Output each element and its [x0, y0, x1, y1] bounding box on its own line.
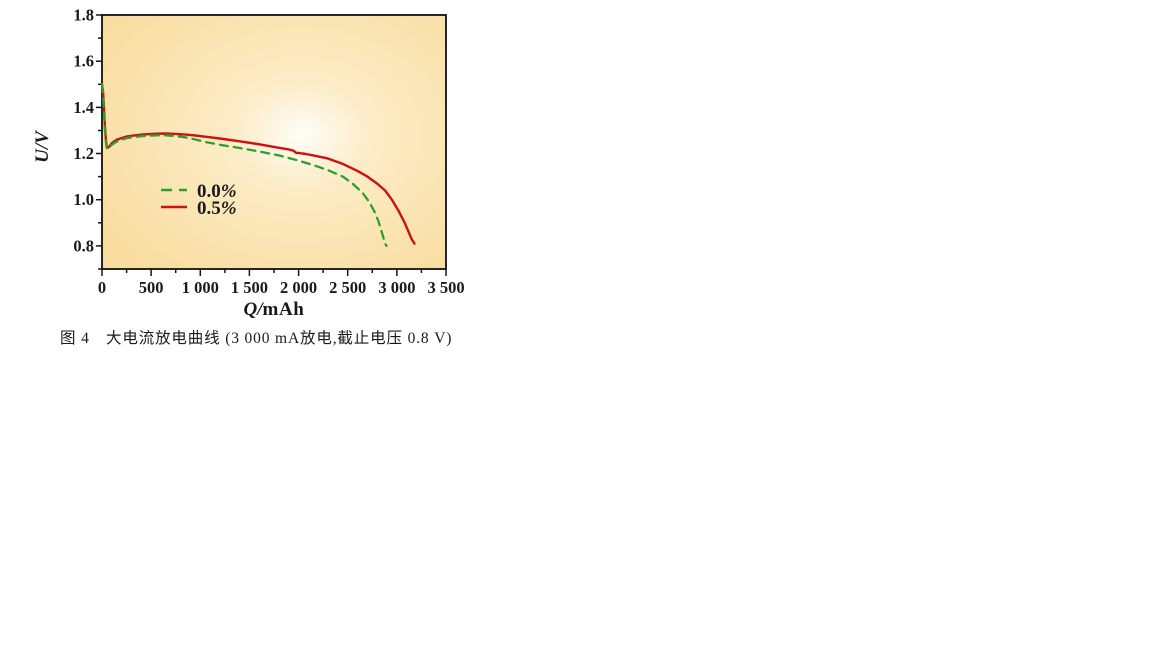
svg-text:1.2: 1.2 [73, 144, 94, 163]
svg-text:0: 0 [98, 278, 106, 297]
svg-text:2 500: 2 500 [329, 278, 366, 297]
svg-text:1.4: 1.4 [73, 98, 94, 117]
svg-text:1.6: 1.6 [73, 52, 94, 71]
svg-text:1 500: 1 500 [231, 278, 268, 297]
svg-text:500: 500 [139, 278, 164, 297]
svg-text:Q/mAh: Q/mAh [244, 299, 305, 320]
svg-text:0.5%: 0.5% [197, 198, 237, 219]
svg-text:1.8: 1.8 [73, 6, 94, 25]
svg-text:1 000: 1 000 [182, 278, 219, 297]
svg-text:U/V: U/V [32, 130, 53, 163]
svg-text:1.0: 1.0 [73, 190, 94, 209]
svg-text:3 000: 3 000 [378, 278, 415, 297]
svg-text:0.8: 0.8 [73, 236, 94, 255]
svg-text:2 000: 2 000 [280, 278, 317, 297]
svg-text:3 500: 3 500 [427, 278, 464, 297]
